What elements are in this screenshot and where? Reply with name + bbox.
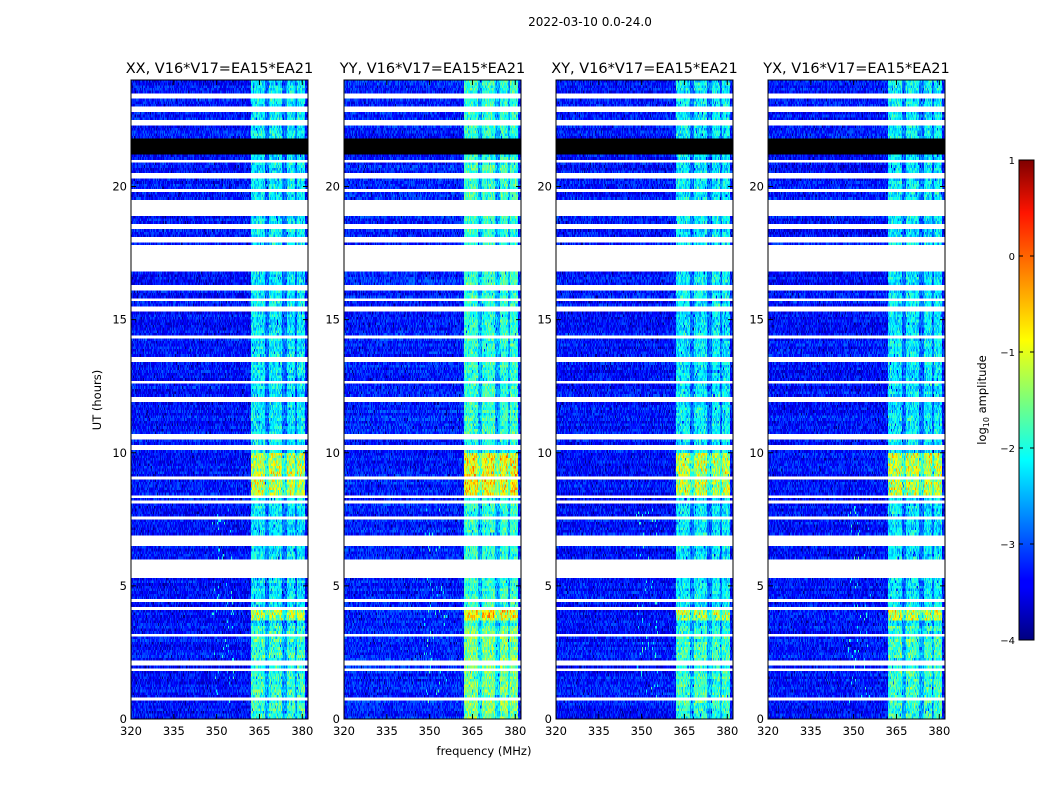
- panel-frame: [130, 79, 309, 720]
- colorbar-label-log: log: [975, 427, 989, 445]
- colorbar-ticks: 1 0 −1 −2 −3 −4: [1000, 156, 1034, 647]
- x-tick-label: 320: [545, 724, 567, 738]
- x-tick-label: 320: [333, 724, 355, 738]
- x-tick-label: 380: [716, 724, 738, 738]
- y-tick-label: 0: [120, 712, 127, 726]
- colorbar-label-amplitude: amplitude: [975, 355, 989, 417]
- panel-xy: XY, V16*V17=EA15*EA21 320 335 350 365 380 0 5 10…: [537, 61, 738, 738]
- heatmap-yx: [768, 80, 945, 719]
- x-tick-label: 365: [673, 724, 695, 738]
- colorbar-tick-label: −4: [1000, 636, 1015, 647]
- colorbar-gradient: [1018, 159, 1035, 641]
- panel-title: YX, V16*V17=EA15*EA21: [762, 61, 949, 77]
- panel-frame: [343, 79, 522, 720]
- panel-title: YY, V16*V17=EA15*EA21: [339, 61, 525, 77]
- y-tick-label: 10: [749, 446, 764, 460]
- y-tick-label: 0: [333, 712, 340, 726]
- x-tick-label: 320: [120, 724, 142, 738]
- x-tick-label: 350: [843, 724, 865, 738]
- x-tick-label: 335: [163, 724, 185, 738]
- y-tick-label: 20: [112, 180, 127, 194]
- y-tick-label: 5: [545, 579, 552, 593]
- colorbar-label: log10 amplitude: [975, 355, 991, 445]
- y-tick-label: 15: [325, 313, 340, 327]
- x-tick-label: 335: [376, 724, 398, 738]
- x-tick-label: 380: [291, 724, 313, 738]
- y-tick-label: 10: [537, 446, 552, 460]
- x-tick-label: 350: [206, 724, 228, 738]
- panel-title: XY, V16*V17=EA15*EA21: [551, 61, 737, 77]
- heatmap-xy: [556, 80, 733, 719]
- colorbar-label-subscript: 10: [982, 417, 991, 427]
- y-tick-label: 10: [112, 446, 127, 460]
- x-tick-label: 350: [631, 724, 653, 738]
- x-axis-label: frequency (MHz): [437, 744, 532, 758]
- x-tick-label: 350: [419, 724, 441, 738]
- y-axis-label: UT (hours): [90, 370, 104, 430]
- panels: XX, V16*V17=EA15*EA21 320 335 350 365 380 0 5 10…: [112, 61, 950, 738]
- y-tick-label: 20: [749, 180, 764, 194]
- colorbar-tick-label: 1: [1009, 156, 1015, 167]
- x-tick-label: 365: [248, 724, 270, 738]
- panel-xx: XX, V16*V17=EA15*EA21 320 335 350 365 380 0 5 10…: [112, 61, 313, 738]
- y-tick-label: 15: [749, 313, 764, 327]
- panel-frame: [555, 79, 734, 720]
- y-tick-label: 5: [757, 579, 764, 593]
- y-tick-label: 0: [757, 712, 764, 726]
- y-tick-label: 5: [120, 579, 127, 593]
- colorbar-tick-label: −1: [1000, 348, 1015, 359]
- y-tick-label: 20: [325, 180, 340, 194]
- panel-title: XX, V16*V17=EA15*EA21: [126, 61, 314, 77]
- y-tick-label: 15: [112, 313, 127, 327]
- colorbar-tick-label: −3: [1000, 540, 1015, 551]
- figure-title: 2022-03-10 0.0-24.0: [528, 15, 652, 29]
- panel-yy: YY, V16*V17=EA15*EA21 320 335 350 365 380 0 5 10…: [325, 61, 526, 738]
- y-tick-label: 5: [333, 579, 340, 593]
- x-tick-label: 380: [504, 724, 526, 738]
- panel-frame: [767, 79, 946, 720]
- x-tick-label: 365: [885, 724, 907, 738]
- heatmap-yy: [344, 80, 521, 719]
- y-tick-label: 15: [537, 313, 552, 327]
- x-tick-label: 335: [588, 724, 610, 738]
- colorbar-tick-label: 0: [1009, 252, 1015, 263]
- heatmap-xx: [131, 80, 308, 719]
- x-tick-label: 380: [928, 724, 950, 738]
- y-tick-label: 20: [537, 180, 552, 194]
- colorbar: 10−1−2−3−4 log10 amplitude: [975, 156, 1035, 647]
- y-tick-label: 10: [325, 446, 340, 460]
- panel-yx: YX, V16*V17=EA15*EA21 320 335 350 365 380 0 5 10…: [749, 61, 950, 738]
- x-tick-label: 365: [461, 724, 483, 738]
- x-tick-label: 335: [800, 724, 822, 738]
- x-tick-label: 320: [757, 724, 779, 738]
- colorbar-tick-label: −2: [1000, 444, 1015, 455]
- y-tick-label: 0: [545, 712, 552, 726]
